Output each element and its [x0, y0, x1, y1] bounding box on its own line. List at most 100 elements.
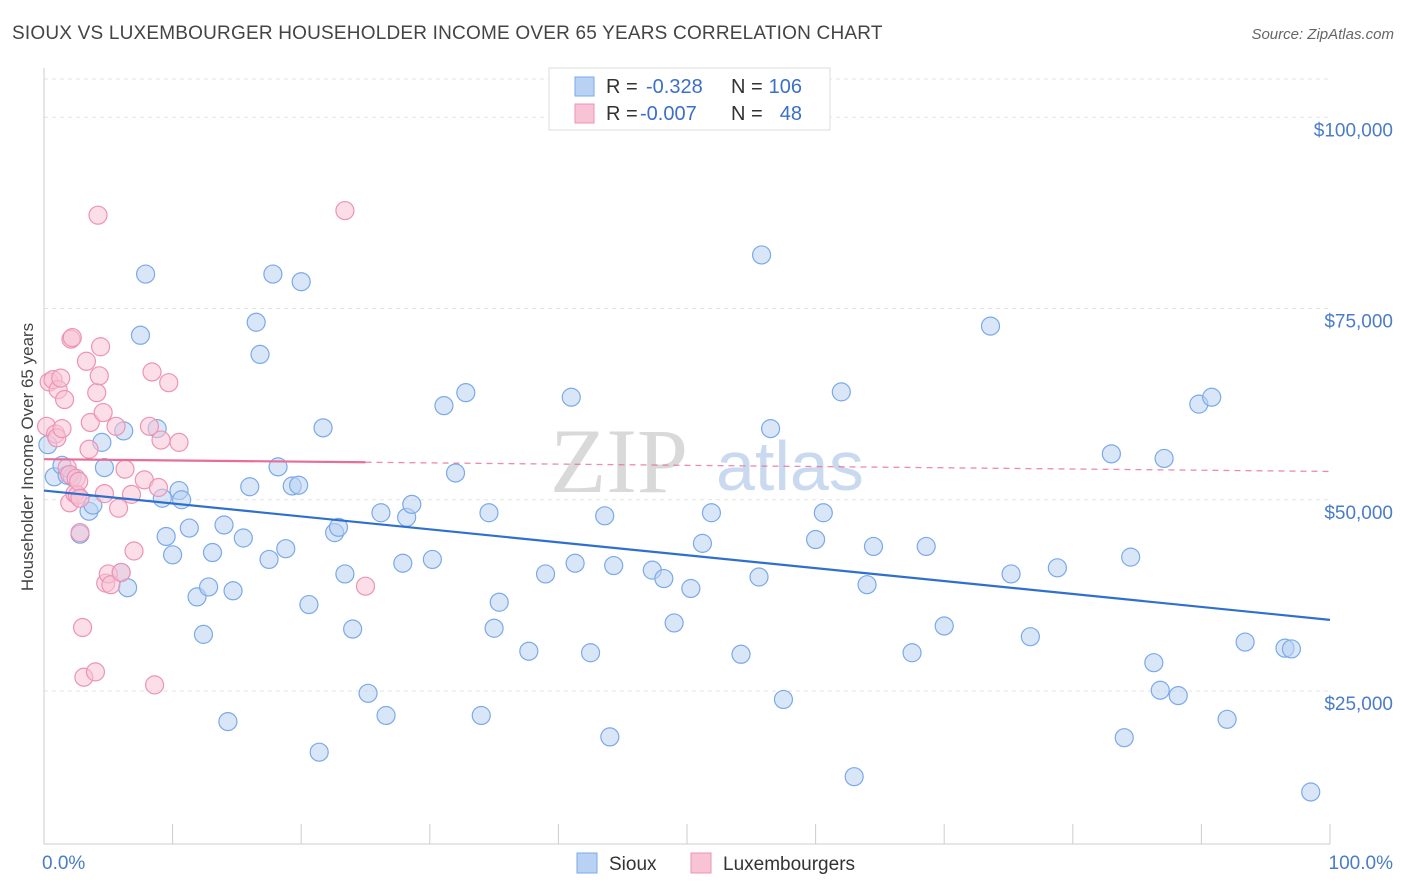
- sioux-point: [1217, 709, 1237, 729]
- luxembourgers-point: [88, 205, 108, 225]
- x-tick-label-max: 100.0%: [1329, 853, 1394, 874]
- luxembourgers-point: [69, 471, 89, 491]
- sioux-point: [731, 644, 751, 664]
- sioux-point: [773, 689, 794, 710]
- sioux-point: [1235, 632, 1255, 652]
- sioux-point: [805, 529, 826, 550]
- legend-n-value-luxembourgers: 48: [780, 103, 802, 125]
- sioux-point: [692, 533, 713, 553]
- y-tick-labels: $25,000 $50,000 $75,000 $100,000: [1314, 120, 1393, 715]
- sioux-point: [1202, 387, 1222, 407]
- luxembourgers-point: [159, 373, 179, 393]
- sioux-point: [371, 503, 391, 523]
- sioux-point: [844, 767, 864, 787]
- sioux-point: [456, 383, 476, 403]
- sioux-trend-line: [43, 489, 1331, 621]
- sioux-point: [343, 619, 363, 639]
- luxembourgers-point: [70, 523, 90, 543]
- sioux-point: [479, 503, 499, 523]
- luxembourgers-point: [144, 675, 165, 695]
- legend-n-value-sioux: 106: [769, 76, 802, 98]
- sioux-point: [857, 575, 877, 595]
- luxembourgers-point: [51, 368, 71, 388]
- luxembourgers-point: [142, 362, 162, 382]
- luxembourgers-point: [108, 498, 129, 518]
- sioux-point: [259, 549, 279, 570]
- legend-n-label-sioux: N =: [731, 76, 763, 98]
- luxembourgers-point: [70, 488, 90, 508]
- sioux-point: [654, 568, 674, 589]
- luxembourgers-point: [54, 389, 75, 410]
- sioux-point: [664, 613, 684, 633]
- sioux-point: [831, 382, 851, 402]
- sioux-point: [934, 616, 954, 636]
- sioux-point: [299, 594, 319, 615]
- legend-box: [548, 67, 831, 131]
- sioux-point: [1020, 627, 1040, 647]
- trend-lines: [43, 458, 1331, 621]
- sioux-point: [681, 578, 701, 599]
- watermark-zip: ZIP: [550, 410, 688, 512]
- bottom-legend-label-luxembourgers: Luxembourgers: [723, 854, 855, 875]
- luxembourgers-point: [111, 562, 131, 583]
- sioux-point: [604, 555, 624, 576]
- luxembourgers-trend-extension: [365, 461, 1331, 473]
- sioux-point: [561, 387, 581, 407]
- sioux-point: [1101, 444, 1121, 464]
- sioux-point: [902, 643, 922, 663]
- sioux-point: [240, 477, 260, 497]
- sioux-point: [565, 553, 585, 573]
- sioux-point: [1114, 728, 1134, 748]
- luxembourgers-point: [101, 575, 121, 595]
- sioux-point: [218, 711, 238, 732]
- sioux-point: [291, 272, 311, 292]
- luxembourgers-trend-line: [43, 458, 366, 464]
- legend: R = -0.328 N = 106 R = -0.007 N = 48: [548, 67, 831, 131]
- series-luxembourgers-points: [36, 200, 376, 695]
- legend-r-label-sioux: R =: [606, 76, 638, 98]
- legend-swatch-luxembourgers: [574, 103, 595, 124]
- sioux-point: [1121, 547, 1141, 567]
- sioux-point: [1144, 653, 1164, 673]
- sioux-point: [130, 325, 151, 345]
- luxembourgers-point: [151, 430, 171, 450]
- sioux-point: [751, 245, 772, 265]
- luxembourgers-point: [89, 366, 109, 386]
- y-tick-label: $75,000: [1324, 312, 1393, 333]
- sioux-point: [484, 618, 504, 638]
- sioux-point: [445, 463, 466, 483]
- chart-title: SIOUX VS LUXEMBOURGER HOUSEHOLDER INCOME…: [12, 23, 883, 44]
- bottom-legend: Sioux Luxembourgers: [576, 852, 855, 875]
- luxembourgers-point: [335, 200, 355, 221]
- sioux-point: [489, 592, 509, 612]
- bottom-legend-label-sioux: Sioux: [609, 854, 657, 875]
- bottom-legend-swatch-sioux: [576, 852, 598, 874]
- sioux-point: [1281, 639, 1302, 659]
- sioux-point: [163, 545, 183, 565]
- sioux-point: [1047, 558, 1067, 578]
- sioux-point: [156, 526, 176, 547]
- luxembourgers-point: [79, 439, 99, 459]
- sioux-point: [701, 503, 722, 523]
- sioux-point: [250, 344, 270, 364]
- sioux-point: [233, 528, 253, 548]
- sioux-point: [214, 515, 234, 535]
- luxembourgers-point: [52, 419, 72, 439]
- sioux-point: [471, 705, 491, 726]
- sioux-point: [393, 553, 413, 573]
- y-tick-label: $50,000: [1324, 503, 1393, 524]
- sioux-point: [916, 536, 936, 557]
- sioux-point: [309, 742, 329, 762]
- sioux-point: [135, 264, 156, 284]
- sioux-point: [1001, 564, 1021, 584]
- sioux-point: [313, 418, 333, 438]
- sioux-point: [760, 419, 781, 439]
- legend-swatch-sioux: [574, 76, 595, 97]
- sioux-point: [1154, 448, 1174, 469]
- luxembourgers-point: [148, 477, 169, 498]
- luxembourgers-point: [115, 459, 135, 479]
- luxembourgers-point: [169, 432, 189, 452]
- sioux-point: [813, 503, 833, 523]
- sioux-point: [1301, 782, 1321, 802]
- sioux-point: [199, 577, 219, 597]
